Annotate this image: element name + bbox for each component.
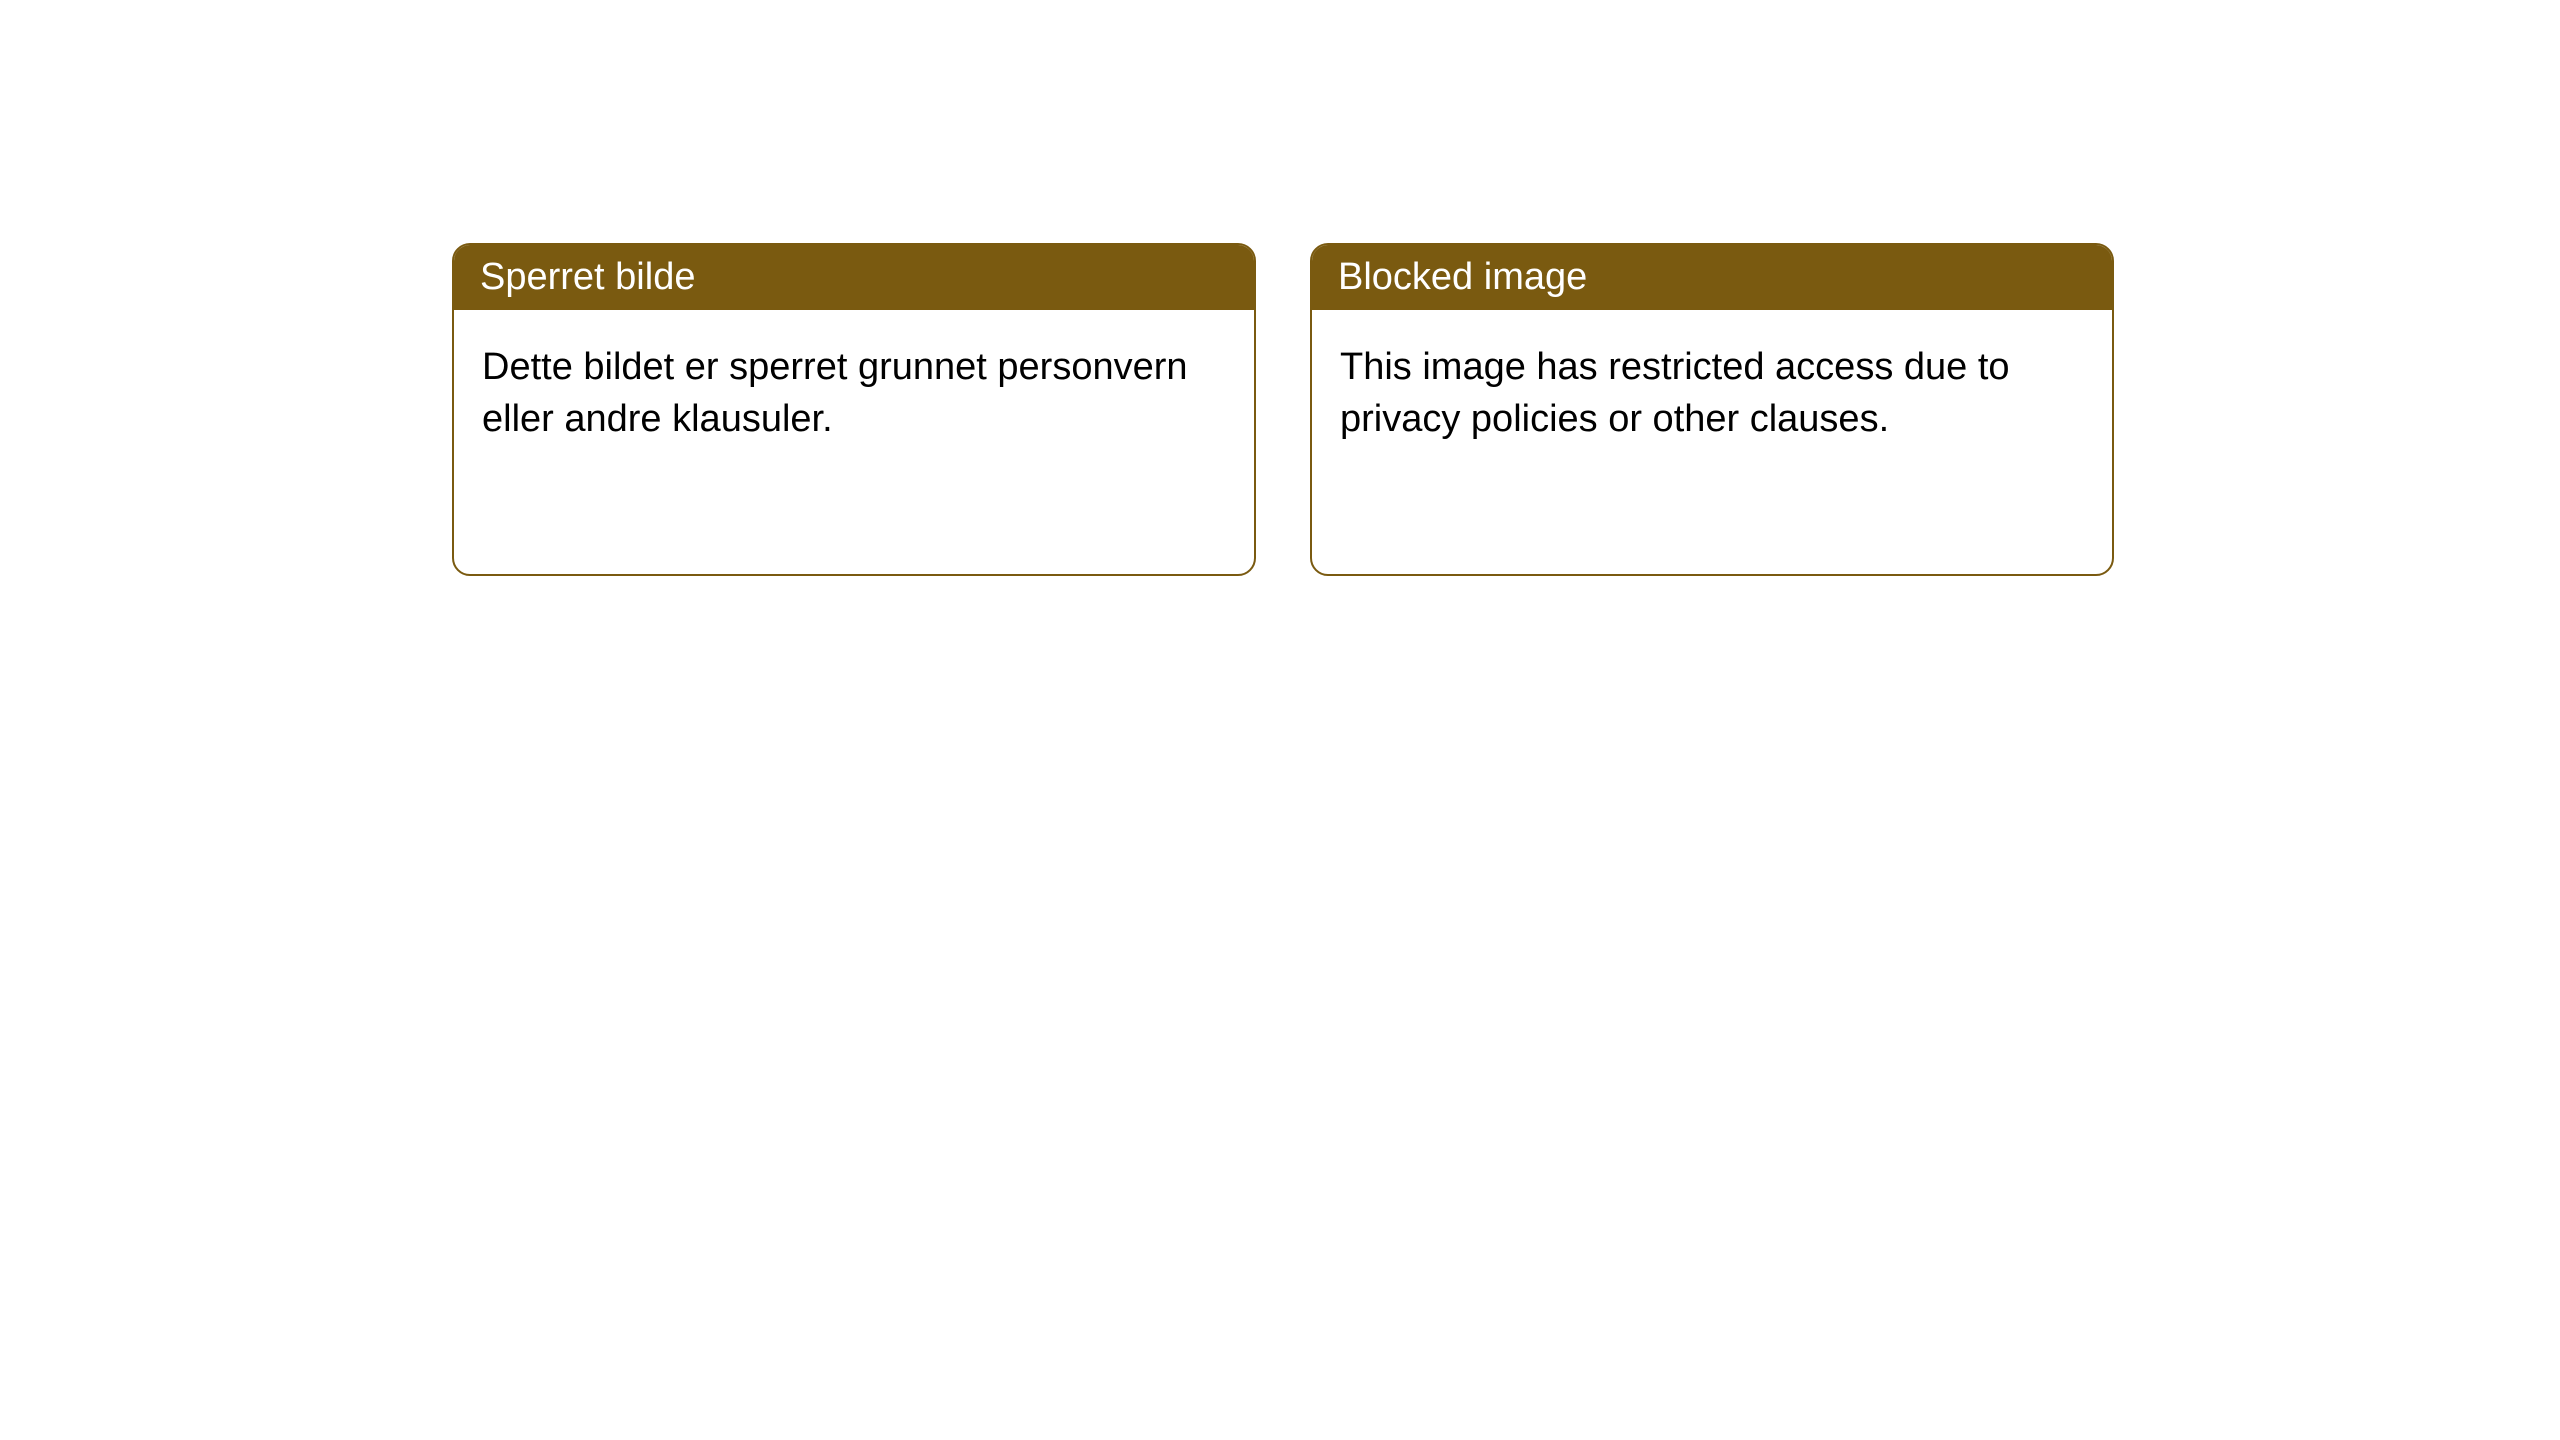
notice-box-norwegian: Sperret bilde Dette bildet er sperret gr…: [452, 243, 1256, 576]
notice-header: Blocked image: [1312, 245, 2112, 310]
notice-body: This image has restricted access due to …: [1312, 310, 2112, 477]
notice-header: Sperret bilde: [454, 245, 1254, 310]
notice-body: Dette bildet er sperret grunnet personve…: [454, 310, 1254, 477]
notices-container: Sperret bilde Dette bildet er sperret gr…: [0, 0, 2560, 576]
notice-box-english: Blocked image This image has restricted …: [1310, 243, 2114, 576]
